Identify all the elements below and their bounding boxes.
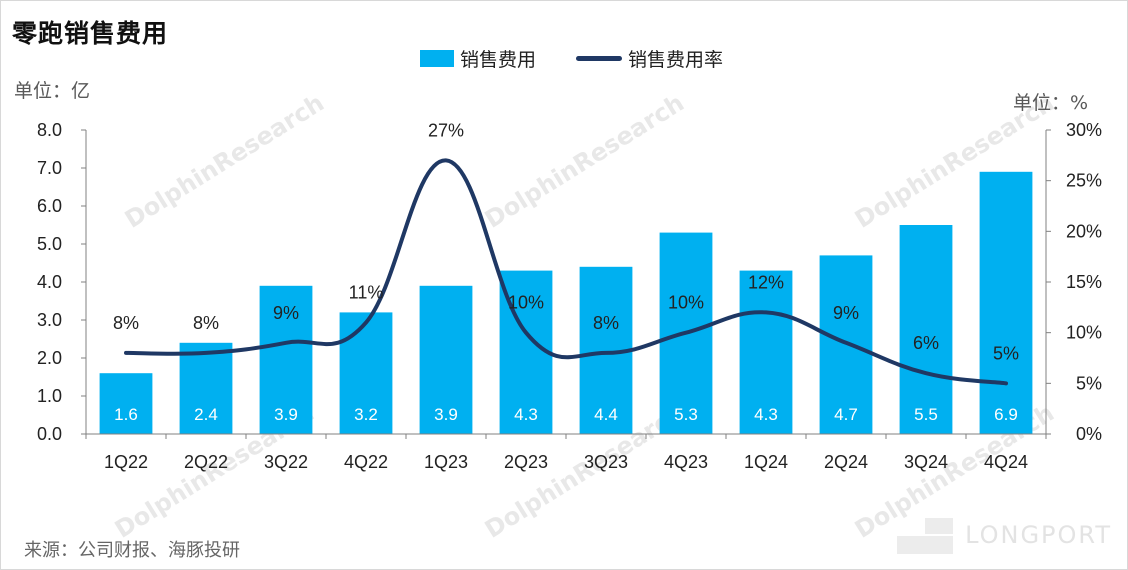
right-tick-label: 5% <box>1076 373 1102 393</box>
bar-value-label: 3.2 <box>354 405 378 424</box>
brand-logo: LONGPORT <box>895 514 1112 556</box>
right-axis-unit: 单位：% <box>1012 92 1088 114</box>
right-tick-label: 15% <box>1066 272 1102 292</box>
line-value-label: 12% <box>748 272 784 292</box>
x-tick-label: 2Q22 <box>184 452 228 472</box>
x-tick-label: 3Q22 <box>264 452 308 472</box>
x-tick-label: 1Q23 <box>424 452 468 472</box>
bar <box>419 285 473 434</box>
bar-value-label: 4.3 <box>514 405 538 424</box>
x-tick-label: 4Q22 <box>344 452 388 472</box>
bar-value-label: 6.9 <box>994 405 1018 424</box>
x-tick-label: 2Q24 <box>824 452 868 472</box>
bar <box>739 270 793 434</box>
bar <box>179 342 233 434</box>
bar-value-label: 4.7 <box>834 405 858 424</box>
bar-value-label: 4.4 <box>594 405 618 424</box>
line-value-label: 8% <box>193 313 219 333</box>
legend-swatch-line <box>576 56 623 61</box>
x-tick-label: 3Q24 <box>904 452 948 472</box>
line-value-label: 27% <box>428 120 464 140</box>
x-tick-label: 2Q23 <box>504 452 548 472</box>
left-tick-label: 8.0 <box>37 120 62 140</box>
legend-label-bar: 销售费用 <box>460 49 537 71</box>
line-value-label: 6% <box>913 333 939 353</box>
right-tick-label: 25% <box>1066 171 1102 191</box>
left-tick-label: 6.0 <box>37 196 62 216</box>
line-value-label: 9% <box>833 303 859 323</box>
line-value-label: 5% <box>993 343 1019 363</box>
x-tick-label: 3Q23 <box>584 452 628 472</box>
right-tick-label: 30% <box>1066 120 1102 140</box>
right-tick-label: 0% <box>1076 424 1102 444</box>
bar <box>979 171 1033 435</box>
line-value-label: 8% <box>593 313 619 333</box>
legend-item-bar: 销售费用 <box>420 45 536 72</box>
line-value-label: 8% <box>113 313 139 333</box>
left-tick-label: 5.0 <box>37 234 62 254</box>
bar <box>99 373 153 434</box>
bar-value-label: 4.3 <box>754 405 778 424</box>
left-tick-label: 1.0 <box>37 386 62 406</box>
legend-item-line: 销售费用率 <box>576 45 723 72</box>
x-tick-label: 1Q24 <box>744 452 788 472</box>
bar <box>899 225 953 434</box>
left-axis-unit: 单位：亿 <box>14 80 91 102</box>
bar-value-label: 3.9 <box>274 405 298 424</box>
source-note: 来源：公司财报、海豚投研 <box>24 540 240 561</box>
brand-mark-icon <box>897 518 954 554</box>
bar-value-label: 2.4 <box>194 405 218 424</box>
bar-value-label: 3.9 <box>434 405 458 424</box>
x-tick-label: 4Q24 <box>984 452 1028 472</box>
right-tick-label: 10% <box>1066 323 1102 343</box>
bar-value-label: 5.3 <box>674 405 698 424</box>
ratio-line <box>124 158 1008 386</box>
legend: 销售费用 销售费用率 <box>420 45 763 72</box>
bar <box>259 285 313 434</box>
brand-name: LONGPORT <box>965 521 1112 549</box>
left-tick-label: 4.0 <box>37 272 62 292</box>
line-value-label: 10% <box>508 293 544 313</box>
left-tick-label: 7.0 <box>37 158 62 178</box>
bar-value-label: 5.5 <box>914 405 938 424</box>
left-tick-label: 2.0 <box>37 348 62 368</box>
legend-swatch-bar <box>420 50 454 67</box>
line-value-label: 9% <box>273 303 299 323</box>
bar-value-label: 1.6 <box>114 405 138 424</box>
legend-label-line: 销售费用率 <box>628 49 724 71</box>
left-tick-label: 0.0 <box>37 424 62 444</box>
bar <box>339 312 393 434</box>
x-tick-label: 1Q22 <box>104 452 148 472</box>
right-tick-label: 20% <box>1066 221 1102 241</box>
x-tick-label: 4Q23 <box>664 452 708 472</box>
left-tick-label: 3.0 <box>37 310 62 330</box>
chart-title: 零跑销售费用 <box>12 19 169 48</box>
line-value-label: 11% <box>349 283 384 303</box>
line-value-label: 10% <box>668 293 704 313</box>
